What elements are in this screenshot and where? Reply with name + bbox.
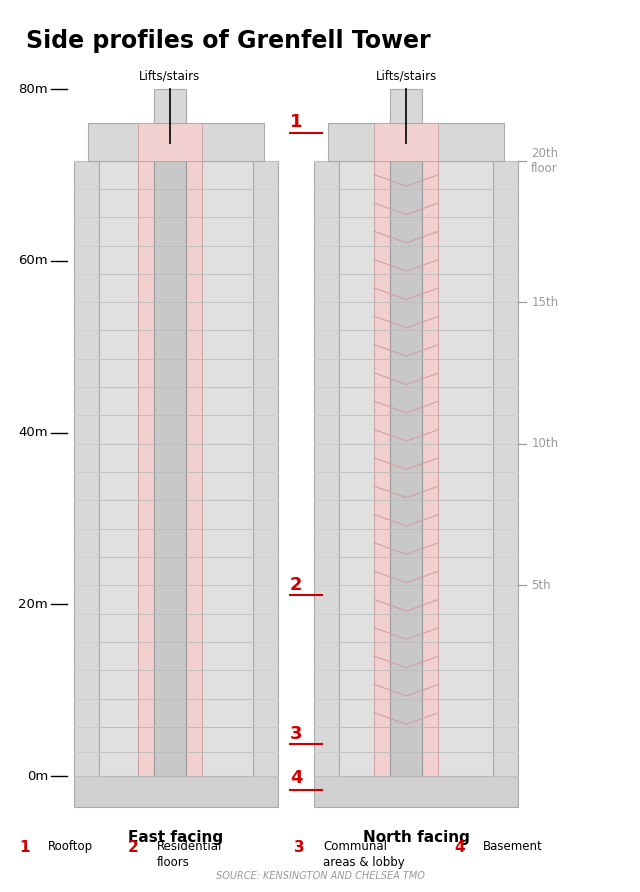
Bar [154, 89, 186, 123]
Text: 1: 1 [290, 113, 303, 131]
Text: 60m: 60m [19, 254, 48, 268]
Text: SOURCE: KENSINGTON AND CHELSEA TMO: SOURCE: KENSINGTON AND CHELSEA TMO [216, 871, 424, 881]
Bar [328, 123, 504, 161]
Text: 0m: 0m [27, 770, 48, 782]
Text: Lifts/stairs: Lifts/stairs [139, 69, 200, 82]
Text: Basement: Basement [483, 840, 543, 854]
Text: 20th
floor: 20th floor [531, 146, 558, 175]
Bar [374, 161, 438, 727]
Text: 1: 1 [19, 840, 29, 855]
Text: 5th: 5th [531, 579, 551, 592]
Bar [138, 161, 202, 727]
Text: 15th: 15th [531, 295, 558, 309]
Bar [99, 161, 253, 776]
Bar [314, 161, 339, 776]
Bar [339, 161, 493, 776]
Text: Residential
floors: Residential floors [157, 840, 222, 870]
Text: North facing: North facing [363, 830, 469, 845]
Text: 2: 2 [128, 840, 139, 855]
Bar [74, 161, 99, 776]
Bar [138, 727, 202, 776]
Bar [390, 89, 422, 123]
Bar [74, 776, 278, 807]
Text: East facing: East facing [129, 830, 223, 845]
Text: Rooftop: Rooftop [48, 840, 93, 854]
Text: 10th: 10th [531, 437, 558, 450]
Text: 20m: 20m [19, 598, 48, 611]
Bar [493, 161, 518, 776]
Bar [390, 161, 422, 776]
Text: 80m: 80m [19, 83, 48, 95]
Bar [88, 123, 264, 161]
Bar [374, 727, 438, 776]
Text: 3: 3 [294, 840, 305, 855]
Text: 4: 4 [290, 769, 303, 787]
Bar [314, 776, 518, 807]
Bar [154, 161, 186, 776]
Text: 2: 2 [290, 575, 303, 594]
Text: 40m: 40m [19, 426, 48, 439]
Text: 4: 4 [454, 840, 465, 855]
Bar [374, 123, 438, 161]
Text: Side profiles of Grenfell Tower: Side profiles of Grenfell Tower [26, 29, 430, 53]
Bar [138, 123, 202, 161]
Text: Lifts/stairs: Lifts/stairs [376, 69, 437, 82]
Bar [253, 161, 278, 776]
Text: Communal
areas & lobby: Communal areas & lobby [323, 840, 405, 870]
Text: 3: 3 [290, 724, 303, 742]
